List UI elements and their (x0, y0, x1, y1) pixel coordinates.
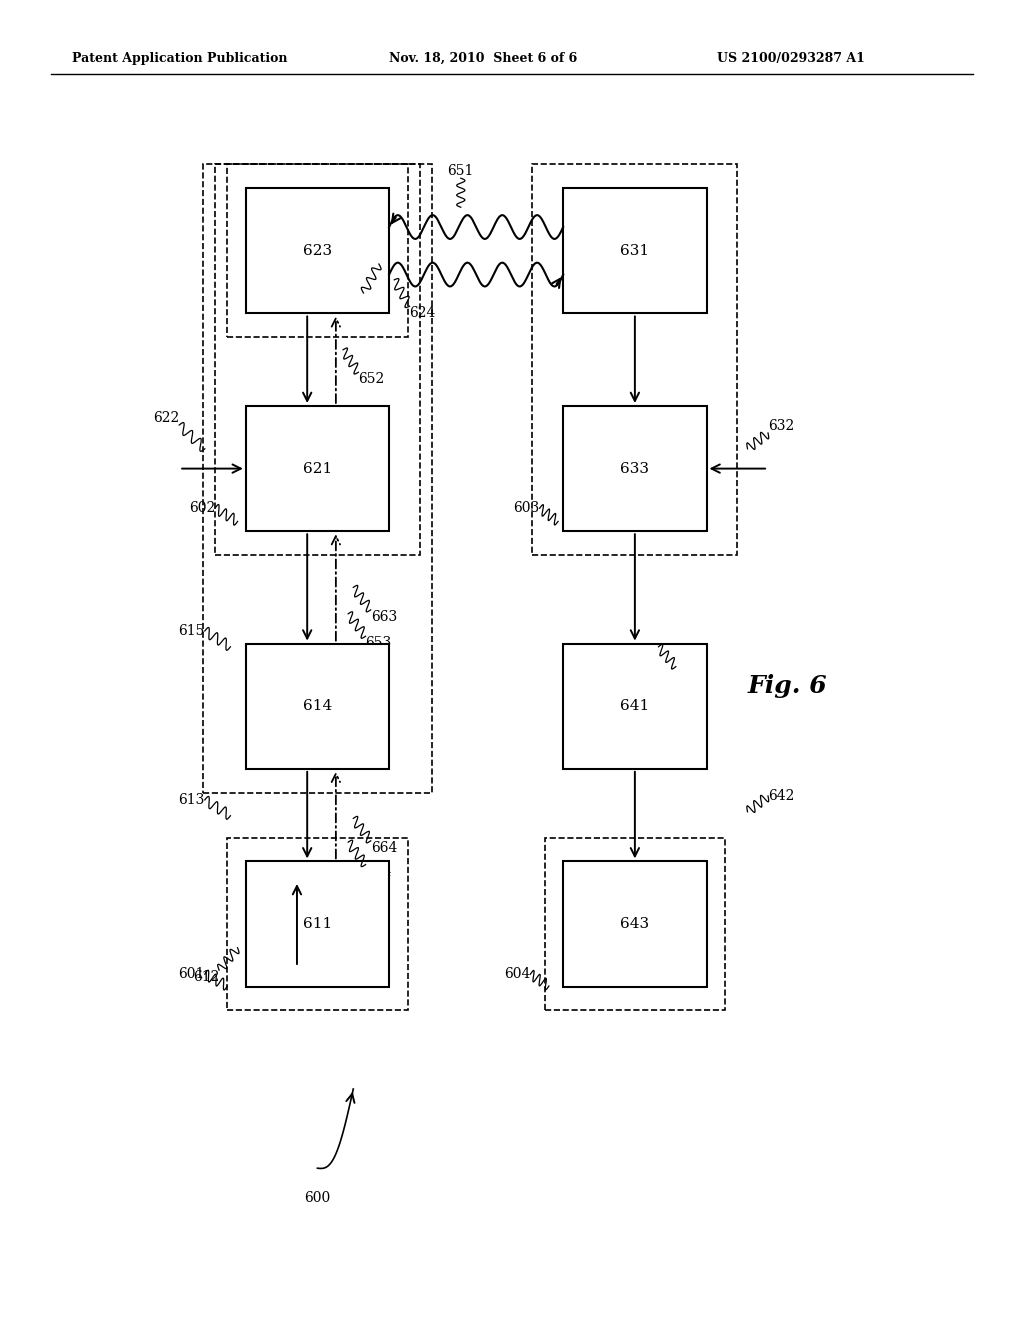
Text: 604: 604 (504, 968, 530, 981)
Text: Nov. 18, 2010  Sheet 6 of 6: Nov. 18, 2010 Sheet 6 of 6 (389, 51, 578, 65)
Text: 612: 612 (193, 970, 219, 985)
Text: 634: 634 (676, 667, 702, 681)
Bar (246, 644, 389, 768)
Bar (563, 644, 707, 768)
Text: 653: 653 (366, 636, 392, 651)
Text: US 2100/0293287 A1: US 2100/0293287 A1 (717, 51, 864, 65)
Text: 623: 623 (303, 244, 332, 257)
Bar (246, 861, 389, 987)
Text: 632: 632 (768, 418, 795, 433)
Text: 601: 601 (178, 968, 205, 981)
Bar (227, 837, 408, 1011)
Bar (203, 164, 432, 792)
Text: 642: 642 (768, 789, 795, 803)
Text: 651: 651 (447, 164, 474, 178)
Bar (563, 861, 707, 987)
Bar (563, 407, 707, 531)
Text: 600: 600 (304, 1191, 331, 1205)
Bar (545, 837, 725, 1011)
Text: 611: 611 (303, 917, 332, 931)
Text: 615: 615 (178, 624, 205, 638)
Text: 631: 631 (621, 244, 649, 257)
Bar (246, 407, 389, 531)
Text: 662: 662 (364, 293, 390, 308)
Text: 652: 652 (358, 372, 385, 387)
Text: 663: 663 (371, 610, 397, 624)
Bar (215, 164, 420, 554)
Text: 624: 624 (410, 306, 436, 321)
Text: 643: 643 (621, 917, 649, 931)
Text: 621: 621 (303, 462, 332, 475)
Text: 622: 622 (153, 411, 179, 425)
Text: Fig. 6: Fig. 6 (748, 675, 827, 698)
Text: 614: 614 (303, 700, 332, 713)
Bar (246, 187, 389, 313)
Text: 613: 613 (178, 793, 205, 807)
Bar (227, 164, 408, 337)
Bar (532, 164, 737, 554)
Bar (563, 187, 707, 313)
Text: 654: 654 (366, 865, 392, 879)
Text: 641: 641 (621, 700, 649, 713)
Text: 633: 633 (621, 462, 649, 475)
Text: 664: 664 (371, 841, 397, 855)
Text: 602: 602 (188, 502, 215, 515)
Text: 603: 603 (513, 502, 540, 515)
Text: Patent Application Publication: Patent Application Publication (72, 51, 287, 65)
